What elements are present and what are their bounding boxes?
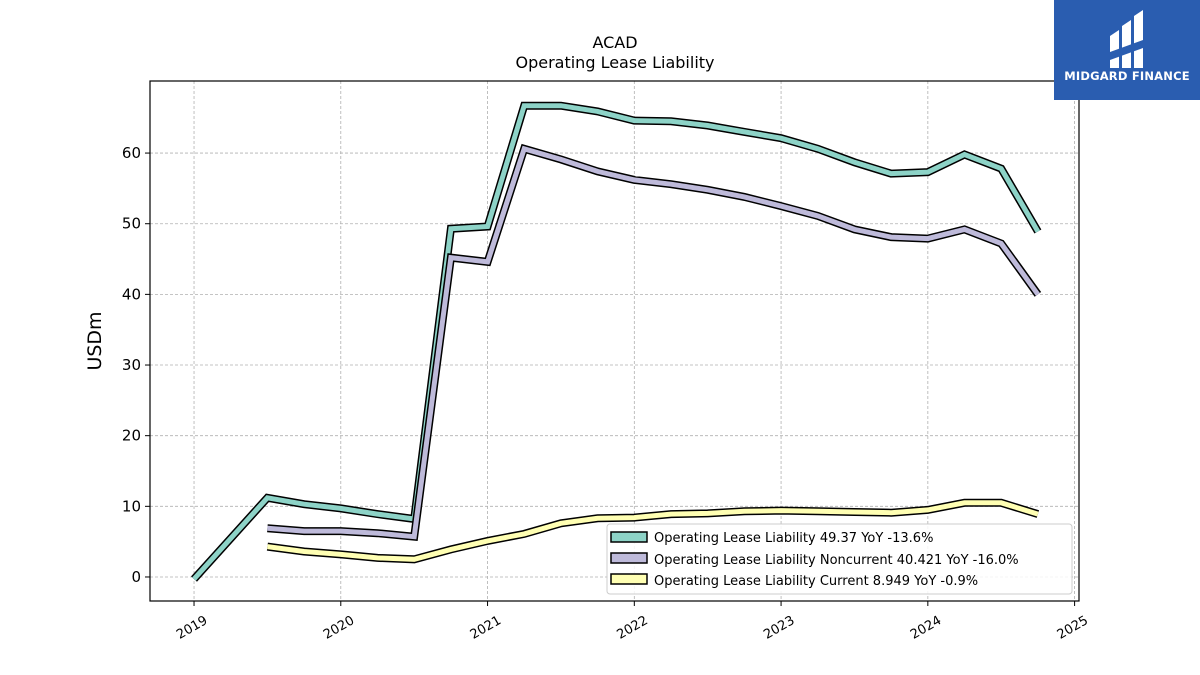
series-line	[267, 143, 1042, 542]
brand-logo: MIDGARD FINANCE	[1054, 0, 1200, 100]
y-tick-label: 0	[131, 568, 141, 586]
series-line-stroke	[267, 145, 1040, 540]
legend-swatch	[610, 552, 648, 564]
legend-label: Operating Lease Liability Noncurrent 40.…	[654, 553, 1019, 568]
chart-subtitle: Operating Lease Liability	[515, 53, 714, 72]
series-line-stroke	[192, 103, 1041, 581]
x-tick-label: 2020	[321, 613, 357, 643]
legend-box	[606, 523, 1073, 595]
x-tick-label: 2019	[174, 613, 210, 643]
series-line-stroke	[267, 500, 1039, 562]
series-lines	[191, 101, 1042, 582]
y-tick-label: 40	[122, 285, 141, 303]
x-tick-label: 2023	[761, 613, 797, 643]
y-axis-label: USDm	[84, 311, 106, 370]
y-tick-label: 10	[122, 497, 141, 515]
legend-label: Operating Lease Liability Current 8.949 …	[654, 574, 978, 589]
x-tick-label: 2025	[1055, 613, 1091, 643]
x-tick-label: 2021	[468, 613, 504, 643]
series-line	[266, 498, 1040, 564]
logo-text: MIDGARD FINANCE	[1064, 69, 1190, 83]
logo-mark-icon	[1110, 10, 1143, 68]
x-axis: 2019 2020 2021 2022 2023 2024 2025	[174, 601, 1091, 643]
x-tick-label: 2024	[908, 613, 944, 643]
series-line	[191, 101, 1042, 582]
legend: Operating Lease Liability 49.37 YoY -13.…	[606, 523, 1073, 595]
y-axis: 0 10 20 30 40 50 60	[122, 144, 150, 586]
series-line-outline	[267, 143, 1042, 542]
legend-swatch	[610, 531, 648, 543]
x-tick-label: 2022	[614, 613, 650, 643]
chart-title: ACAD	[592, 33, 637, 52]
y-tick-label: 30	[122, 356, 141, 374]
grid	[150, 81, 1079, 601]
plot-frame	[149, 80, 1080, 602]
y-tick-label: 20	[122, 427, 141, 445]
legend-label: Operating Lease Liability 49.37 YoY -13.…	[654, 531, 933, 546]
legend-swatch	[610, 573, 648, 585]
y-tick-label: 50	[122, 215, 141, 233]
y-tick-label: 60	[122, 144, 141, 162]
